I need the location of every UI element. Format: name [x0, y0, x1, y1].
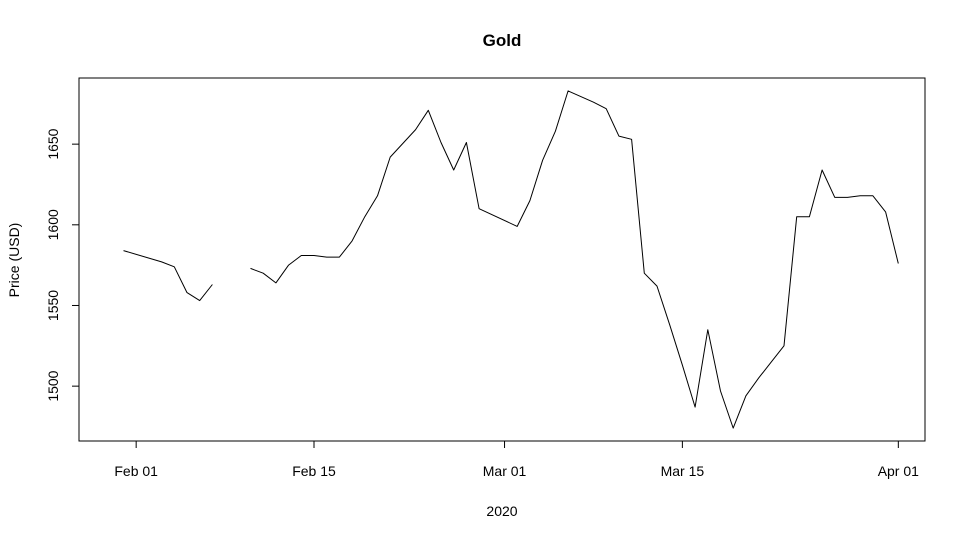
x-axis: Feb 01 Feb 15 Mar 01 Mar 15 Apr 01 [114, 440, 919, 479]
plot-area-frame [78, 77, 926, 442]
series-layer [123, 90, 899, 429]
x-tick-label: Feb 15 [292, 463, 336, 479]
y-tick-label: 1550 [45, 290, 61, 321]
series-line-segment-1 [123, 250, 213, 302]
y-tick-label: 1650 [45, 128, 61, 159]
y-axis: 1500 1550 1600 1650 [45, 128, 80, 402]
x-tick-label: Mar 01 [483, 463, 527, 479]
x-tick-label: Apr 01 [878, 463, 919, 479]
x-tick-label: Mar 15 [661, 463, 705, 479]
y-tick-label: 1600 [45, 209, 61, 240]
y-axis-label: Price (USD) [6, 223, 22, 298]
series-line-segment-2 [250, 90, 899, 429]
y-tick-label: 1500 [45, 370, 61, 401]
x-axis-label: 2020 [486, 503, 517, 519]
x-tick-label: Feb 01 [114, 463, 158, 479]
chart-title: Gold [483, 31, 522, 50]
